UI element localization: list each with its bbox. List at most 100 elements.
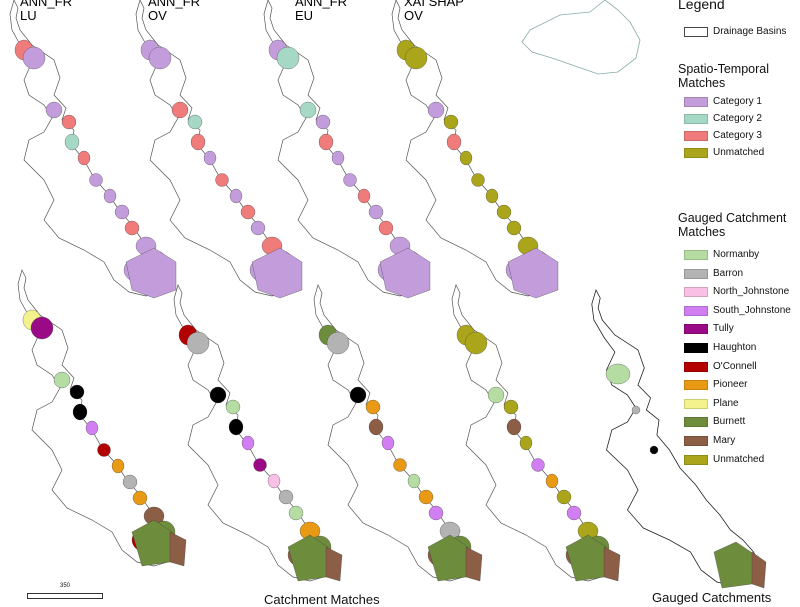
matched-catchment-region <box>114 204 130 220</box>
panel-label-ann-fr-eu: ANN_FR EU <box>295 0 348 23</box>
matched-catchment-region <box>77 150 91 166</box>
matched-catchment-region <box>276 46 300 70</box>
matched-catchment-region <box>318 133 334 151</box>
gauged-legend-item: Tully <box>684 323 734 335</box>
southern-catchment-region <box>507 247 559 299</box>
spatio-legend-swatch <box>684 148 708 158</box>
southern-catchment-region <box>251 247 303 299</box>
matched-catchment-region <box>103 188 117 204</box>
normanby-region <box>605 363 631 385</box>
gauged-legend-item: Burnett <box>684 416 745 428</box>
gauged-catchment-region <box>545 473 559 489</box>
matched-catchment-region <box>215 173 229 187</box>
spatio-legend-label: Category 3 <box>713 130 762 141</box>
gauged-legend-swatch <box>684 454 708 465</box>
gauged-catchment-region <box>464 331 488 355</box>
matched-catchment-region <box>404 46 428 70</box>
gauged-legend-label: Plane <box>713 397 739 409</box>
matched-catchment-region <box>124 220 140 236</box>
gauged-legend-swatch <box>684 343 708 353</box>
gauged-catchment-region <box>225 399 241 415</box>
gauged-legend-label: Tully <box>713 323 734 335</box>
barron-region <box>631 405 641 415</box>
southern-catchment-region <box>379 247 431 299</box>
matched-catchment-region <box>446 133 462 151</box>
gauged-legend-swatch <box>684 287 708 298</box>
matched-catchment-region <box>378 220 394 236</box>
gauged-legend-label: Unmatched <box>713 453 765 465</box>
matched-catchment-region <box>471 173 485 187</box>
gauged-catchment-region <box>72 403 88 421</box>
matched-catchment-region <box>240 204 256 220</box>
bottom-title-gauged-catchments: Gauged Catchments <box>652 590 772 605</box>
gauged-catchment-region <box>186 331 210 355</box>
gauged-legend-label: Barron <box>713 267 744 279</box>
gauged-legend-item: Pioneer <box>684 379 747 391</box>
gauged-catchment-region <box>368 418 384 436</box>
panel-label-ann-fr-lu: ANN_FR LU <box>20 0 73 23</box>
matched-catchment-region <box>331 150 345 166</box>
gauged-basins-outline <box>591 288 763 587</box>
gauged-catchment-region <box>506 418 522 436</box>
gauged-legend-swatch <box>684 305 708 316</box>
gauged-catchment-region <box>326 331 350 355</box>
gauged-legend-item: Haughton <box>684 342 756 354</box>
drainage-swatch <box>684 27 708 37</box>
matched-catchment-region <box>22 46 46 70</box>
gauged-catchment-region <box>288 505 304 521</box>
gauged-catchment-region <box>349 386 367 404</box>
gauged-catchment-region <box>418 489 434 505</box>
gauged-catchment-region <box>132 490 148 506</box>
gauged-legend-swatch <box>684 324 708 335</box>
matched-catchment-region <box>299 101 317 119</box>
spatio-legend-item: Category 2 <box>684 113 762 125</box>
matched-catchment-region <box>506 220 522 236</box>
gauged-legend-swatch <box>684 398 708 409</box>
matched-catchment-region <box>250 220 266 236</box>
gauged-legend-label: Mary <box>713 435 736 446</box>
matched-catchment-region <box>89 173 103 187</box>
gauged-catchment-region <box>122 474 138 490</box>
spatio-temporal-title: Spatio-Temporal Matches <box>678 62 770 90</box>
gauged-catchment-region <box>111 458 125 474</box>
gauged-legend-item: North_Johnstone <box>684 286 789 298</box>
gauged-catchment-region <box>253 458 267 472</box>
mary-catchment-region <box>603 546 621 582</box>
matched-catchment-region <box>368 204 384 220</box>
matched-catchment-region <box>190 133 206 151</box>
matched-catchment-region <box>459 150 473 166</box>
gauged-legend-label: Pioneer <box>713 379 748 391</box>
spatio-legend-item: Category 1 <box>684 96 762 108</box>
gauged-catchment-region <box>519 435 533 451</box>
australia-inset-map <box>521 0 641 75</box>
spatio-legend-swatch <box>684 131 708 141</box>
gauged-legend-item: Unmatched <box>684 454 764 466</box>
mary-region <box>751 551 767 589</box>
matched-catchment-region <box>203 150 217 166</box>
scale-bar <box>27 593 103 599</box>
matched-catchment-region <box>61 114 77 130</box>
scale-bar-label: 350 <box>60 583 71 589</box>
legend-title: Legend <box>678 0 725 12</box>
matched-catchment-region <box>148 46 172 70</box>
mary-catchment-region <box>325 546 343 582</box>
panel-label-xai-shap-ov: XAI SHAP OV <box>404 0 464 23</box>
gauged-catchment-region <box>556 489 572 505</box>
gauged-catchment-region <box>228 418 244 436</box>
gauged-catchment-region <box>566 505 582 521</box>
matched-catchment-region <box>427 101 445 119</box>
spatio-legend-label: Category 2 <box>713 113 762 124</box>
gauged-catchment-region <box>428 505 444 521</box>
gauged-catchment-region <box>393 458 407 472</box>
mary-catchment-region <box>465 546 483 582</box>
matched-catchment-region <box>443 114 459 130</box>
gauged-catchment-region <box>503 399 519 415</box>
gauged-catchment-region <box>365 399 381 415</box>
gauged-catchment-region <box>97 443 111 457</box>
legend-item-drainage: Drainage Basins <box>684 26 786 38</box>
mary-catchment-region <box>169 531 187 567</box>
spatio-legend-label: Unmatched <box>713 147 765 158</box>
gauged-legend-swatch <box>684 268 708 279</box>
matched-catchment-region <box>496 204 512 220</box>
